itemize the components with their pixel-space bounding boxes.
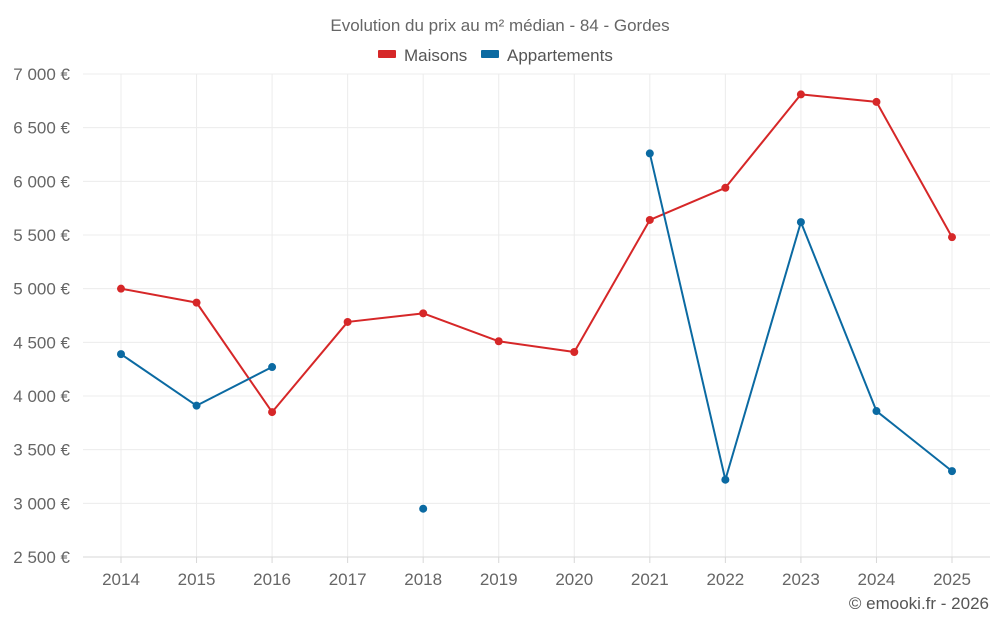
data-point-maisons-2016[interactable] <box>268 408 277 417</box>
x-tick-label-2014: 2014 <box>102 570 140 589</box>
data-point-appartements-2025[interactable] <box>948 467 956 476</box>
x-tick-label-2024: 2024 <box>858 570 896 589</box>
x-tick-label-2017: 2017 <box>329 570 367 589</box>
data-point-maisons-2025[interactable] <box>948 233 956 242</box>
y-tick-label-2500: 2 500 € <box>13 548 70 567</box>
x-tick-label-2015: 2015 <box>178 570 216 589</box>
x-tick-label-2023: 2023 <box>782 570 820 589</box>
x-tick-label-2021: 2021 <box>631 570 669 589</box>
legend-swatch-appartements <box>481 50 499 58</box>
series-maisons <box>117 90 956 417</box>
data-point-appartements-2022[interactable] <box>721 475 730 484</box>
data-point-appartements-2014[interactable] <box>117 350 125 359</box>
copyright-footer: © emooki.fr - 2026 <box>849 594 989 613</box>
chart-title: Evolution du prix au m² médian - 84 - Go… <box>330 16 669 35</box>
legend-item-appartements[interactable]: Appartements <box>481 46 613 65</box>
x-tick-label-2018: 2018 <box>404 570 442 589</box>
y-tick-label-3500: 3 500 € <box>13 441 70 460</box>
y-tick-label-3000: 3 000 € <box>13 494 70 513</box>
legend-swatch-maisons <box>378 50 396 58</box>
data-point-maisons-2017[interactable] <box>343 317 352 326</box>
y-tick-label-5000: 5 000 € <box>13 280 70 299</box>
grid-layer <box>83 73 990 558</box>
data-point-maisons-2024[interactable] <box>872 97 881 106</box>
data-point-maisons-2020[interactable] <box>570 347 579 356</box>
data-point-appartements-2024[interactable] <box>872 407 881 416</box>
series-line-maisons-0 <box>120 93 953 414</box>
data-point-appartements-2018[interactable] <box>419 504 428 513</box>
legend-label-maisons: Maisons <box>404 46 467 65</box>
data-point-maisons-2014[interactable] <box>117 284 125 293</box>
legend-item-maisons[interactable]: Maisons <box>378 46 467 65</box>
x-tick-label-2022: 2022 <box>706 570 744 589</box>
y-tick-label-7000: 7 000 € <box>13 65 70 84</box>
legend: Maisons Appartements <box>378 46 613 65</box>
x-tick-label-2019: 2019 <box>480 570 518 589</box>
x-tick-label-2020: 2020 <box>555 570 593 589</box>
data-point-maisons-2022[interactable] <box>721 183 730 192</box>
y-tick-label-4500: 4 500 € <box>13 333 70 352</box>
data-point-maisons-2015[interactable] <box>192 298 201 307</box>
data-point-maisons-2019[interactable] <box>494 337 503 346</box>
y-tick-label-5500: 5 500 € <box>13 226 70 245</box>
axes-layer: 2 500 € 3 000 € 3 500 € 4 000 € 4 500 € 5 000… <box>13 65 990 589</box>
x-tick-label-2016: 2016 <box>253 570 291 589</box>
y-tick-label-6500: 6 500 € <box>13 119 70 138</box>
series-layer <box>117 90 956 513</box>
series-appartements <box>117 149 956 513</box>
data-point-maisons-2018[interactable] <box>419 309 428 318</box>
y-tick-label-6000: 6 000 € <box>13 172 70 191</box>
data-point-appartements-2015[interactable] <box>192 401 201 410</box>
data-point-maisons-2023[interactable] <box>796 90 805 99</box>
data-point-appartements-2016[interactable] <box>268 363 277 372</box>
data-point-appartements-2023[interactable] <box>796 218 805 227</box>
y-tick-label-4000: 4 000 € <box>13 387 70 406</box>
data-point-appartements-2021[interactable] <box>645 149 654 158</box>
x-tick-label-2025: 2025 <box>933 570 971 589</box>
legend-label-appartements: Appartements <box>507 46 613 65</box>
data-point-maisons-2021[interactable] <box>645 215 654 224</box>
